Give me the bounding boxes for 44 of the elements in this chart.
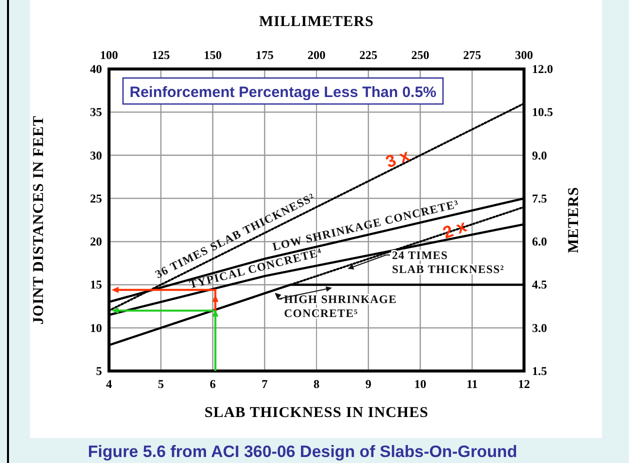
annotation: 2 x bbox=[440, 216, 470, 242]
x-tick-label: 4 bbox=[106, 377, 112, 391]
x2-tick-label: 225 bbox=[359, 48, 378, 62]
y-tick-label: 40 bbox=[90, 62, 102, 76]
x-tick-label: 12 bbox=[518, 377, 530, 391]
x-tick-label: 10 bbox=[414, 377, 426, 391]
x-tick-label: 8 bbox=[314, 377, 320, 391]
text: Reinforcement Percentage Less Than 0.5% bbox=[130, 84, 436, 101]
x2-tick-label: 150 bbox=[204, 48, 222, 62]
y-tick-label: 30 bbox=[90, 148, 102, 162]
y2-tick-label: 4.5 bbox=[532, 278, 547, 292]
x-tick-label: 5 bbox=[158, 377, 164, 391]
x2-tick-label: 250 bbox=[411, 48, 430, 62]
x-tick-label: 7 bbox=[262, 377, 268, 391]
x2-tick-label: 125 bbox=[152, 48, 170, 62]
y2-tick-label: 6.0 bbox=[532, 234, 547, 249]
x2-tick-label: 275 bbox=[463, 48, 482, 62]
y-tick-label: 25 bbox=[90, 191, 102, 206]
x2-tick-label: 175 bbox=[256, 48, 274, 62]
y2-tick-label: 10.5 bbox=[532, 105, 553, 120]
y-tick-label: 35 bbox=[90, 105, 102, 120]
y2-tick-label: 9.0 bbox=[532, 148, 547, 162]
y2-tick-label: 12.0 bbox=[532, 62, 553, 76]
y-tick-label: 20 bbox=[90, 234, 102, 249]
x2-tick-label: 300 bbox=[515, 48, 533, 62]
x-tick-label: 9 bbox=[365, 377, 372, 391]
y2-tick-label: 1.5 bbox=[532, 364, 547, 378]
y-tick-label: 10 bbox=[90, 320, 102, 335]
annotation: 3 x bbox=[383, 146, 412, 172]
x-tick-label: 11 bbox=[466, 377, 478, 391]
y2-tick-label: 7.5 bbox=[532, 191, 547, 206]
x2-axis-title: MILLIMETERS bbox=[259, 14, 374, 30]
x-axis-title: SLAB THICKNESS IN INCHES bbox=[204, 405, 428, 421]
y2-axis-title: METERS bbox=[566, 186, 582, 254]
series-label: HIGH SHRINKAGE CONCRETE⁵ bbox=[284, 294, 397, 320]
x-tick-label: 6 bbox=[210, 377, 216, 391]
series-label: 24 TIMES SLAB THICKNESS² bbox=[392, 250, 504, 276]
x2-tick-label: 100 bbox=[100, 48, 118, 62]
y-axis-title: JOINT DISTANCES IN FEET bbox=[31, 116, 47, 324]
caption: Figure 5.6 from ACI 360-06 Design of Slabs-On-Ground bbox=[88, 443, 518, 461]
y2-tick-label: 3.0 bbox=[532, 320, 547, 335]
y-tick-label: 5 bbox=[96, 364, 102, 378]
x2-tick-label: 200 bbox=[308, 48, 326, 62]
y-tick-label: 15 bbox=[90, 278, 102, 292]
